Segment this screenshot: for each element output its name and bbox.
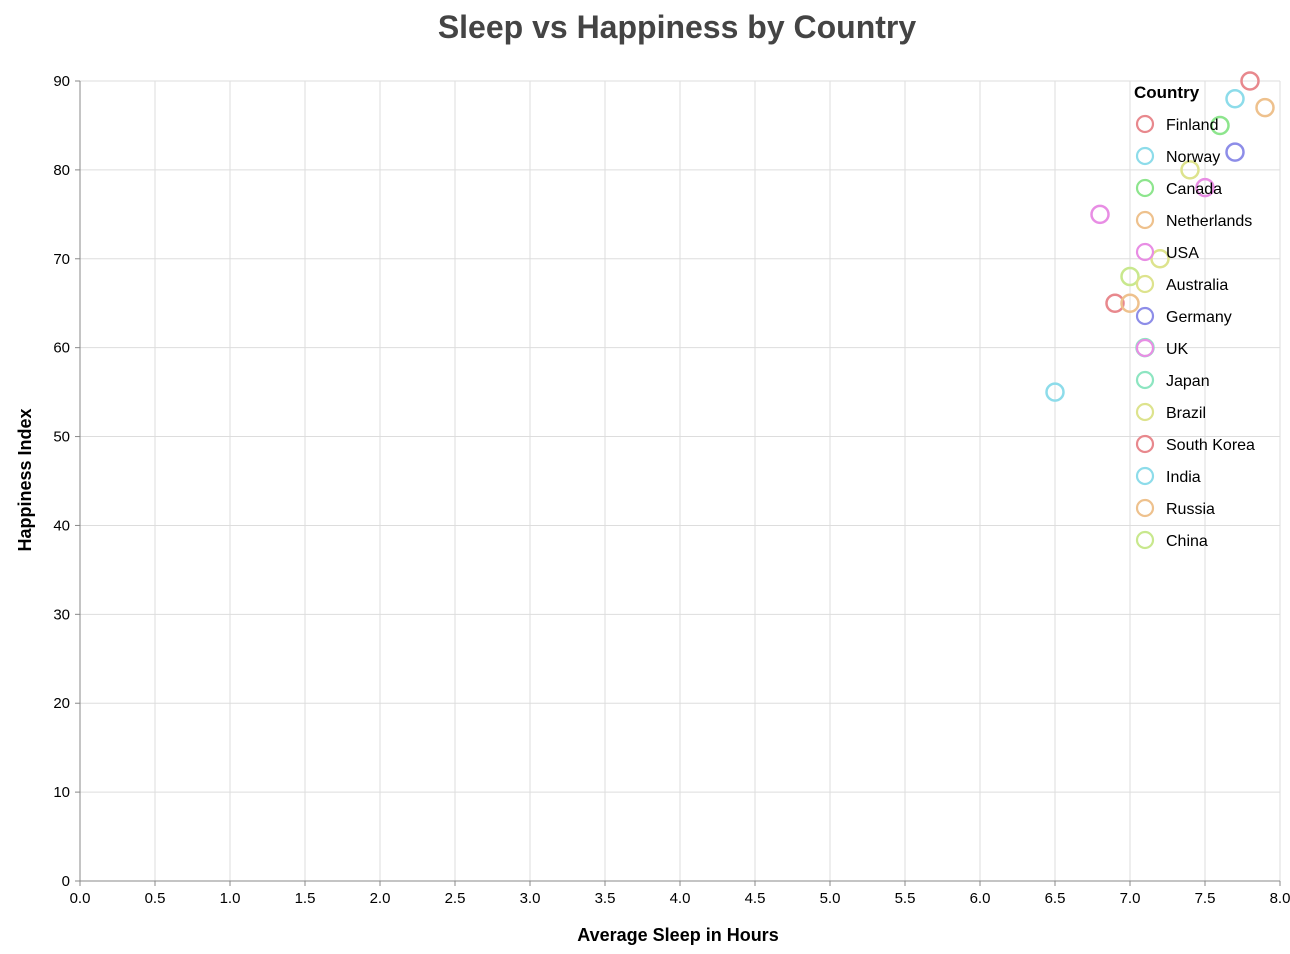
x-tick-label: 4.0 xyxy=(670,890,691,907)
legend-label: Japan xyxy=(1166,373,1210,390)
legend-symbol xyxy=(1135,210,1155,230)
legend-symbol xyxy=(1135,274,1155,294)
y-axis-title: Happiness Index xyxy=(15,408,35,551)
data-point-finland xyxy=(1240,71,1260,91)
y-tick-label: 70 xyxy=(53,251,70,268)
legend-label: Australia xyxy=(1166,277,1228,294)
x-tick-label: 6.0 xyxy=(970,890,991,907)
legend-label: Norway xyxy=(1166,149,1220,166)
data-point-norway xyxy=(1225,89,1245,109)
legend-item-germany: Germany xyxy=(1135,306,1232,326)
legend-item-south-korea: South Korea xyxy=(1135,434,1255,454)
legend-symbol xyxy=(1135,370,1155,390)
legend-item-netherlands: Netherlands xyxy=(1135,210,1252,230)
legend-label: Brazil xyxy=(1166,405,1206,422)
legend-label: India xyxy=(1166,469,1201,486)
legend-item-brazil: Brazil xyxy=(1135,402,1206,422)
legend-label: Russia xyxy=(1166,501,1215,518)
legend-symbol xyxy=(1135,338,1155,358)
grid-lines xyxy=(79,80,1281,882)
x-tick-label: 7.0 xyxy=(1120,890,1141,907)
legend-symbol xyxy=(1135,530,1155,550)
x-tick-label: 2.0 xyxy=(370,890,391,907)
legend-symbol xyxy=(1135,114,1155,134)
data-point-china xyxy=(1120,266,1140,287)
data-point-brazil xyxy=(1150,249,1170,269)
data-point-usa xyxy=(1090,204,1110,225)
y-tick-label: 30 xyxy=(53,606,70,623)
y-tick-label: 20 xyxy=(53,695,70,712)
legend-label: Canada xyxy=(1166,181,1222,198)
chart-title: Sleep vs Happiness by Country xyxy=(438,9,917,45)
data-point-uk xyxy=(1195,177,1215,198)
legend-item-usa: USA xyxy=(1135,242,1199,262)
legend-label: USA xyxy=(1166,245,1199,262)
legend-label: South Korea xyxy=(1166,437,1255,454)
legend-item-japan: Japan xyxy=(1135,370,1210,390)
x-tick-label: 1.5 xyxy=(295,890,316,907)
legend-item-finland: Finland xyxy=(1135,114,1218,134)
legend-symbol xyxy=(1135,178,1155,198)
x-tick-label: 5.0 xyxy=(820,890,841,907)
legend-label: Netherlands xyxy=(1166,213,1252,230)
legend: Country Finland Norway Canada Netherlands US… xyxy=(1134,83,1255,550)
x-tick-label: 3.0 xyxy=(520,890,541,907)
y-tick-label: 10 xyxy=(53,784,70,801)
x-tick-label: 0.5 xyxy=(145,890,166,907)
data-points xyxy=(1045,71,1275,402)
data-point-australia xyxy=(1180,160,1200,180)
x-tick-label: 7.5 xyxy=(1195,890,1216,907)
legend-item-india: India xyxy=(1135,466,1201,486)
legend-symbol xyxy=(1135,466,1155,486)
data-point-india xyxy=(1045,382,1065,402)
data-point-germany xyxy=(1225,142,1245,162)
y-tick-label: 80 xyxy=(53,162,70,179)
x-axis-title: Average Sleep in Hours xyxy=(577,925,778,945)
data-point-south-korea xyxy=(1105,293,1125,313)
legend-symbol xyxy=(1135,242,1155,262)
y-tick-label: 0 xyxy=(62,873,70,890)
data-point-canada xyxy=(1210,115,1230,136)
x-tick-label: 5.5 xyxy=(895,890,916,907)
y-tick-label: 50 xyxy=(53,429,70,446)
data-point-netherlands xyxy=(1255,97,1275,118)
y-tick-label: 40 xyxy=(53,517,70,534)
y-tick-label: 90 xyxy=(53,73,70,90)
legend-symbol xyxy=(1135,146,1155,166)
x-tick-label: 3.5 xyxy=(595,890,616,907)
x-tick-label: 8.0 xyxy=(1270,890,1290,907)
x-tick-label: 4.5 xyxy=(745,890,766,907)
axes: 0.0 0.5 1.0 1.5 2.0 2.5 3.0 3.5 4.0 4.5 5.0 5.5 6.0 6… xyxy=(53,73,1290,907)
x-tick-label: 6.5 xyxy=(1045,890,1066,907)
legend-item-china: China xyxy=(1135,530,1208,550)
legend-item-uk: UK xyxy=(1135,338,1189,358)
legend-symbol xyxy=(1135,306,1155,326)
data-point-russia xyxy=(1120,293,1140,313)
legend-symbol xyxy=(1135,498,1155,518)
y-tick-label: 60 xyxy=(53,340,70,357)
x-tick-label: 2.5 xyxy=(445,890,466,907)
legend-item-canada: Canada xyxy=(1135,178,1222,198)
legend-symbol xyxy=(1135,434,1155,454)
legend-title: Country xyxy=(1134,83,1200,102)
legend-item-russia: Russia xyxy=(1135,498,1215,518)
legend-label: Finland xyxy=(1166,117,1218,134)
legend-label: China xyxy=(1166,533,1208,550)
x-tick-label: 1.0 xyxy=(220,890,241,907)
legend-label: Germany xyxy=(1166,309,1232,326)
legend-item-australia: Australia xyxy=(1135,274,1228,294)
x-tick-label: 0.0 xyxy=(70,890,91,907)
legend-item-norway: Norway xyxy=(1135,146,1220,166)
legend-symbol xyxy=(1135,402,1155,422)
legend-label: UK xyxy=(1166,341,1189,358)
